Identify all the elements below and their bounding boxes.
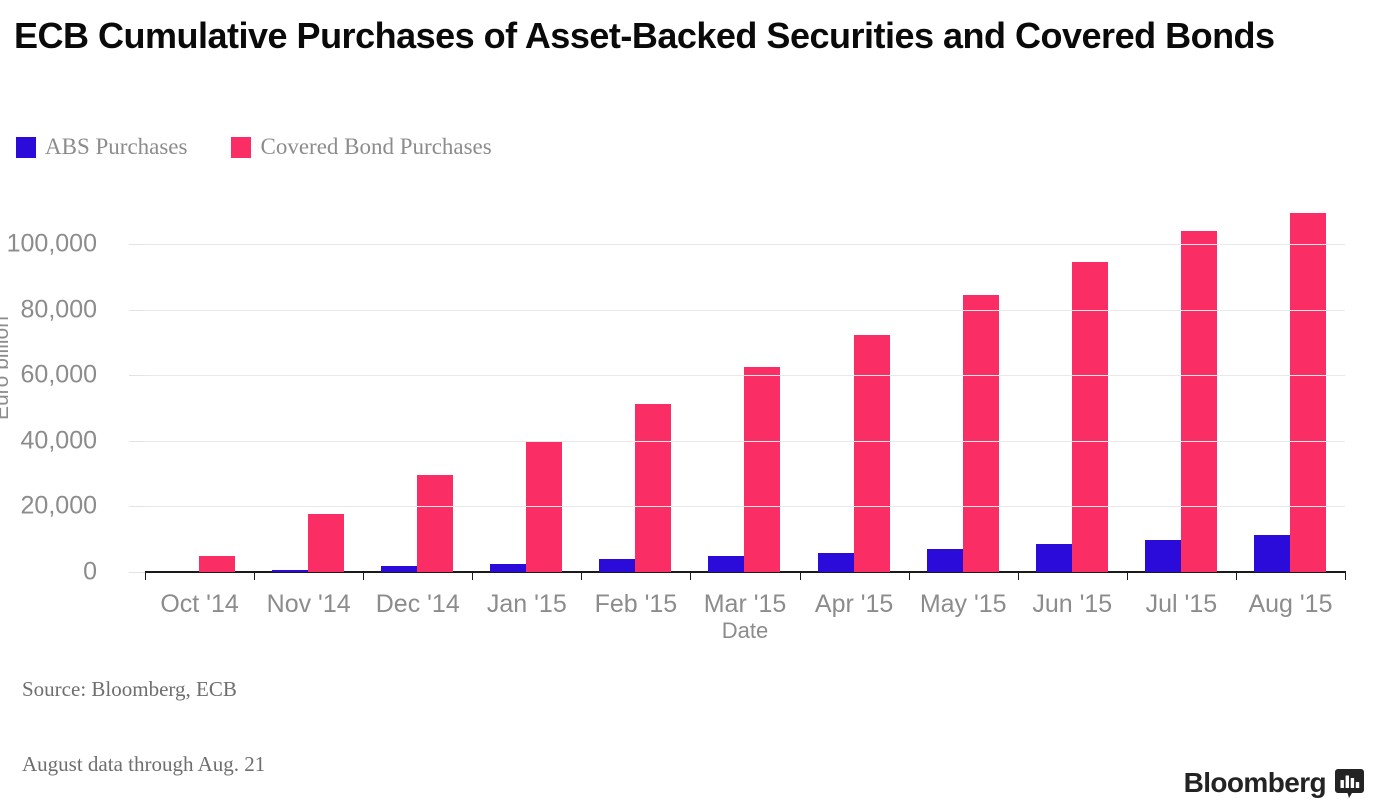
x-tick-label: Jan '15: [486, 590, 567, 618]
bar-group[interactable]: Jul '15: [1126, 195, 1236, 618]
bar-abs-purchases[interactable]: [817, 553, 854, 572]
bar-abs-purchases[interactable]: [1035, 544, 1072, 572]
bar-group[interactable]: Mar '15: [690, 195, 799, 618]
bar-group[interactable]: Dec '14: [363, 195, 472, 618]
bar-group[interactable]: May '15: [908, 195, 1018, 618]
x-tick-mark: [581, 572, 583, 580]
x-tick-mark: [363, 572, 365, 580]
x-tick-mark: [254, 572, 256, 580]
x-tick-label: Apr '15: [814, 590, 894, 618]
y-tick-label: 0: [83, 557, 97, 586]
y-tick-label: 60,000: [20, 360, 97, 389]
y-tick-label: 100,000: [6, 229, 97, 258]
bar-covered-bond-purchases[interactable]: [744, 367, 781, 572]
gridline: [145, 244, 1345, 246]
bar-covered-bond-purchases[interactable]: [962, 294, 999, 572]
bloomberg-wordmark: Bloomberg: [1183, 767, 1327, 798]
gridline: [145, 309, 1345, 311]
x-tick-label: Dec '14: [375, 590, 460, 618]
legend-label-covered-bond: Covered Bond Purchases: [260, 134, 492, 159]
x-tick-mark: [1126, 572, 1128, 580]
legend-label-abs: ABS Purchases: [45, 134, 188, 159]
x-tick-mark-end: [1345, 572, 1346, 580]
data-note: August data through Aug. 21: [22, 752, 266, 776]
bar-group[interactable]: Aug '15: [1235, 195, 1345, 618]
x-tick-mark: [145, 572, 146, 580]
y-tick-mark: [129, 309, 145, 311]
bar-abs-purchases[interactable]: [926, 548, 963, 572]
x-tick-mark: [908, 572, 910, 580]
bar-groups: Oct '14 Nov '14 Dec '14 Jan '15 Feb '15 Mar '…: [145, 195, 1345, 618]
y-tick-mark: [129, 572, 145, 573]
page-title: ECB Cumulative Purchases of Asset-Backed…: [14, 15, 1275, 56]
bloomberg-bar-chart-icon: [1335, 768, 1364, 798]
gridline: [145, 375, 1345, 377]
x-tick-mark: [1017, 572, 1019, 580]
bloomberg-logo: Bloomberg: [1184, 767, 1364, 799]
x-axis-line: [145, 571, 1346, 573]
bar-covered-bond-purchases[interactable]: [199, 556, 235, 572]
bar-group[interactable]: Jan '15: [472, 195, 581, 618]
legend-item-covered-bond[interactable]: Covered Bond Purchases: [231, 134, 492, 160]
bar-abs-purchases[interactable]: [490, 564, 527, 572]
x-tick-mark: [472, 572, 474, 580]
bar-covered-bond-purchases[interactable]: [1071, 261, 1108, 572]
x-tick-label: Jul '15: [1145, 590, 1218, 618]
source-note: Source: Bloomberg, ECB: [22, 677, 237, 701]
y-tick-label: 20,000: [20, 491, 97, 520]
y-tick-label: 80,000: [20, 295, 97, 324]
bar-abs-purchases[interactable]: [599, 559, 636, 572]
bar-group[interactable]: Oct '14: [145, 195, 254, 618]
legend-item-abs[interactable]: ABS Purchases: [16, 134, 187, 160]
gridline: [145, 506, 1345, 508]
x-tick-label: Oct '14: [160, 590, 239, 618]
legend-swatch-icon-covered-bond: [231, 136, 252, 158]
y-axis-title: Euro billion: [0, 316, 13, 420]
bar-covered-bond-purchases[interactable]: [1180, 231, 1217, 572]
bar-abs-purchases[interactable]: [381, 566, 418, 572]
bar-abs-purchases[interactable]: [1253, 535, 1290, 572]
x-tick-label: Feb '15: [594, 590, 678, 618]
bar-covered-bond-purchases[interactable]: [853, 334, 890, 572]
x-tick-mark: [1235, 572, 1237, 580]
bar-abs-purchases[interactable]: [1144, 539, 1181, 572]
chart-legend: ABS Purchases Covered Bond Purchases: [16, 134, 492, 160]
bar-group[interactable]: Jun '15: [1017, 195, 1127, 618]
x-tick-mark: [690, 572, 692, 580]
y-tick-mark: [129, 375, 145, 377]
x-axis-title: Date: [721, 618, 769, 643]
bar-covered-bond-purchases[interactable]: [308, 513, 345, 572]
plot-area: Oct '14 Nov '14 Dec '14 Jan '15 Feb '15 Mar '…: [7, 195, 1346, 618]
y-tick-mark: [129, 244, 145, 246]
y-tick-mark: [129, 506, 145, 508]
y-tick-label: 40,000: [20, 426, 97, 455]
x-tick-label: May '15: [919, 590, 1007, 618]
x-tick-label: Mar '15: [703, 590, 787, 618]
bar-abs-purchases[interactable]: [272, 569, 309, 572]
x-tick-label: Nov '14: [266, 590, 351, 618]
gridline: [145, 440, 1345, 442]
x-tick-label: Jun '15: [1032, 590, 1113, 618]
x-tick-mark: [799, 572, 801, 580]
bar-abs-purchases[interactable]: [708, 555, 745, 572]
bar-covered-bond-purchases[interactable]: [635, 404, 672, 572]
bar-covered-bond-purchases[interactable]: [1289, 213, 1326, 572]
x-tick-label: Aug '15: [1248, 590, 1333, 618]
bar-group[interactable]: Apr '15: [799, 195, 909, 618]
bar-group[interactable]: Nov '14: [254, 195, 363, 618]
bar-covered-bond-purchases[interactable]: [417, 475, 454, 572]
y-tick-mark: [129, 440, 145, 442]
legend-swatch-icon-abs: [16, 136, 36, 158]
bar-covered-bond-purchases[interactable]: [526, 440, 563, 572]
bar-group[interactable]: Feb '15: [581, 195, 690, 618]
